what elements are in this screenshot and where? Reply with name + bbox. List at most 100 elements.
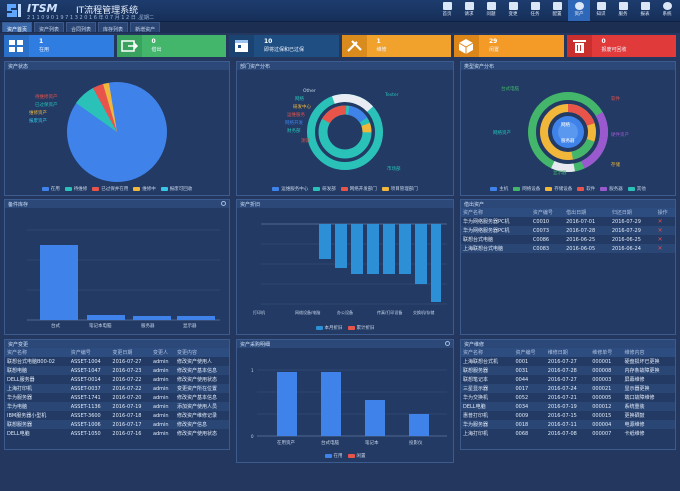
svg-text:台式: 台式	[51, 322, 60, 329]
stat-value: 1	[39, 38, 44, 45]
trash-icon	[566, 35, 592, 57]
legend-item[interactable]: 网络设备	[513, 186, 540, 192]
tab-asset-home[interactable]: 资产首页	[2, 22, 33, 33]
tab-asset-list[interactable]: 资产列表	[34, 22, 65, 33]
legend-item[interactable]: 研发部	[313, 186, 336, 192]
table-row[interactable]: 华为交换机 0052 2016-07-21 000005 端口故障维修	[463, 394, 655, 402]
nav-item-knowledge[interactable]: 知识	[590, 0, 612, 21]
table-row[interactable]: 上海打印机 ASSET-0037 2016-07-22 admin 变更资产所在位置	[5, 384, 229, 393]
table-row[interactable]: 联想笔记本 0044 2016-07-27 000003 屏幕维修	[463, 376, 645, 384]
svg-text:传真/打印设备: 传真/打印设备	[377, 309, 402, 315]
gear-icon[interactable]	[445, 341, 450, 346]
nav-item-request[interactable]: 请求	[458, 0, 480, 21]
stat-idle[interactable]: 29 闲置	[454, 35, 564, 57]
table-row[interactable]: 华为服务器 0018 2016-07-11 000004 电源维修	[461, 420, 675, 429]
stat-repair[interactable]: 1 维修	[341, 35, 451, 57]
panel-title: 资产折旧	[237, 200, 453, 208]
delete-icon[interactable]: ✕	[657, 218, 663, 225]
legend-item[interactable]: 软件	[577, 186, 595, 192]
svg-text:网络: 网络	[561, 121, 570, 128]
legend-item[interactable]: 运维服务中心	[272, 186, 308, 192]
legend-item[interactable]: 项目管理部门	[381, 186, 418, 192]
chart-legend: 本月折旧 累计折旧	[237, 325, 453, 331]
table-row[interactable]: 三星显示器 0017 2016-07-24 000021 显示器更换	[461, 384, 675, 393]
stat-value: 0	[601, 38, 606, 45]
pie-label: 维修资产	[29, 109, 47, 116]
legend-item[interactable]: 主机	[490, 186, 508, 192]
nav-item-task[interactable]: 任务	[524, 0, 546, 21]
svg-text:服务器: 服务器	[561, 137, 575, 144]
nav-item-home[interactable]: 首页	[436, 0, 458, 21]
itsm-logo-icon	[5, 2, 23, 19]
nav-item-service[interactable]: 服务	[612, 0, 634, 21]
dept-donut-chart: Tester Other 网络 研发中心 运维服务 网络开发 财务部 测试 市场…	[285, 88, 401, 172]
legend-item[interactable]: 在用	[41, 186, 60, 192]
service-icon	[618, 2, 628, 10]
panel-depreciation: 资产折旧 打印机 网络设备/电脑 办公设备 传真/打印设备 交换机/存储 本月折…	[236, 199, 454, 335]
table-row[interactable]: 联想服务器 0031 2016-07-28 000008 内存条故障更换	[461, 366, 675, 375]
delete-icon[interactable]: ✕	[657, 245, 663, 252]
table-row[interactable]: DELL服务器 ASSET-0014 2016-07-22 admin 修改资产使用状态	[7, 376, 218, 384]
legend-item[interactable]: 报废可回收	[160, 186, 192, 192]
nav-item-config[interactable]: 配置	[546, 0, 568, 21]
delete-icon[interactable]: ✕	[657, 227, 663, 234]
svg-text:办公设备: 办公设备	[337, 309, 353, 315]
legend-item[interactable]: 存储设备	[545, 186, 572, 192]
legend-item[interactable]: 本月折旧	[315, 325, 343, 331]
svg-text:交换机/存储: 交换机/存储	[413, 309, 434, 315]
legend-item[interactable]: 在用	[324, 453, 343, 459]
table-row[interactable]: DELL电脑 0034 2016-07-19 000012 系统重装	[461, 402, 675, 411]
table-row[interactable]: 联想电脑 ASSET-1047 2016-07-23 admin 修改资产基本信息	[5, 366, 229, 375]
delete-icon[interactable]: ✕	[657, 236, 663, 243]
pie-slice-expired	[93, 84, 117, 132]
table-row[interactable]: 华为网络服务器PC机 C0010 2016-07-01 2016-07-29 ✕	[463, 218, 663, 225]
legend-item[interactable]: 服务器	[600, 186, 623, 192]
panel-title: 资产状态	[5, 62, 229, 70]
svg-text:显示器: 显示器	[183, 323, 197, 329]
tab-contract-list[interactable]: 合同列表	[66, 22, 97, 33]
chart-legend: 在用 闲置	[237, 453, 453, 459]
legend-item[interactable]: 已过保并在用	[92, 186, 128, 192]
table-row[interactable]: 上海打印机 0068 2016-07-08 000007 卡纸维修	[463, 430, 645, 438]
svg-text:研发中心: 研发中心	[293, 103, 311, 110]
svg-text:网络资产: 网络资产	[493, 129, 511, 136]
stat-label: 维修	[376, 47, 387, 53]
nav-item-system[interactable]: 系统	[656, 0, 678, 21]
table-row[interactable]: 华为服务器 ASSET-1741 2016-07-20 admin 修改资产基本信息	[7, 394, 218, 402]
table-row[interactable]: 联想台式电脑B00-02 ASSET-1004 2016-07-27 admin 修改资…	[7, 358, 213, 366]
table-row[interactable]: 华为电脑 ASSET-1136 2016-07-19 admin 添加资产使用人员	[5, 402, 229, 411]
legend-item[interactable]: 网络开发部门	[340, 186, 377, 192]
pie-label: 已过保资产	[35, 101, 58, 108]
nav-item-change[interactable]: 变更	[502, 0, 524, 21]
table-row[interactable]: DELL电脑 ASSET-1050 2016-07-16 admin 修改资产使用状态	[7, 430, 218, 438]
stat-label: 闲置	[489, 47, 500, 53]
svg-text:测试: 测试	[301, 137, 310, 144]
table-row[interactable]: 惠普打印机 0009 2016-07-15 000015 更换硒鼓	[463, 412, 645, 420]
stat-in-use[interactable]: 1 在用	[4, 35, 114, 57]
nav-item-report[interactable]: 报表	[634, 0, 656, 21]
stat-warranty[interactable]: 10 即将过保和已过保	[229, 35, 339, 57]
nav-item-asset[interactable]: 资产	[568, 0, 590, 21]
table-row[interactable]: 上海联想台式机 0001 2016-07-27 000001 硬盘损坏已更换	[463, 358, 660, 366]
table-row[interactable]: IBM服务器小型机 ASSET-3600 2016-07-18 admin 修改资产维修…	[7, 412, 218, 420]
gear-icon[interactable]	[221, 201, 226, 206]
stat-scrap[interactable]: 0 报废可回收	[566, 35, 676, 57]
table-row[interactable]: 上海联想台式电脑 C0083 2016-06-05 2016-06-24 ✕	[461, 244, 675, 253]
stat-label: 报废可回收	[601, 47, 627, 53]
nav-item-problem[interactable]: 问题	[480, 0, 502, 21]
change-icon	[508, 2, 518, 10]
legend-item[interactable]: 闲置	[347, 453, 366, 459]
legend-item[interactable]: 维修中	[133, 186, 156, 192]
table-row[interactable]: 华为网络服务器PC机 C0073 2016-07-28 2016-07-29 ✕	[461, 226, 675, 235]
legend-item[interactable]: 其他	[627, 186, 646, 192]
legend-item[interactable]: 累计折旧	[347, 325, 375, 331]
stat-lent[interactable]: 0 借出	[116, 35, 226, 57]
home-icon	[442, 2, 452, 10]
request-icon	[464, 2, 474, 10]
legend-item[interactable]: 待维修	[64, 186, 87, 192]
panel-asset-change: 资产变更 资产名称 资产编号 变更日期 变更人 变更内容 联想台式电脑B00-02 ASS…	[4, 339, 230, 450]
table-row[interactable]: 联想台式电脑 C0086 2016-06-25 2016-06-25 ✕	[463, 236, 663, 243]
tab-stock-list[interactable]: 库存列表	[98, 22, 129, 33]
table-row[interactable]: 联想服务器 ASSET-1006 2016-07-17 admin 修改资产信息	[5, 420, 229, 429]
tab-new-asset[interactable]: 新增资产	[130, 22, 161, 33]
